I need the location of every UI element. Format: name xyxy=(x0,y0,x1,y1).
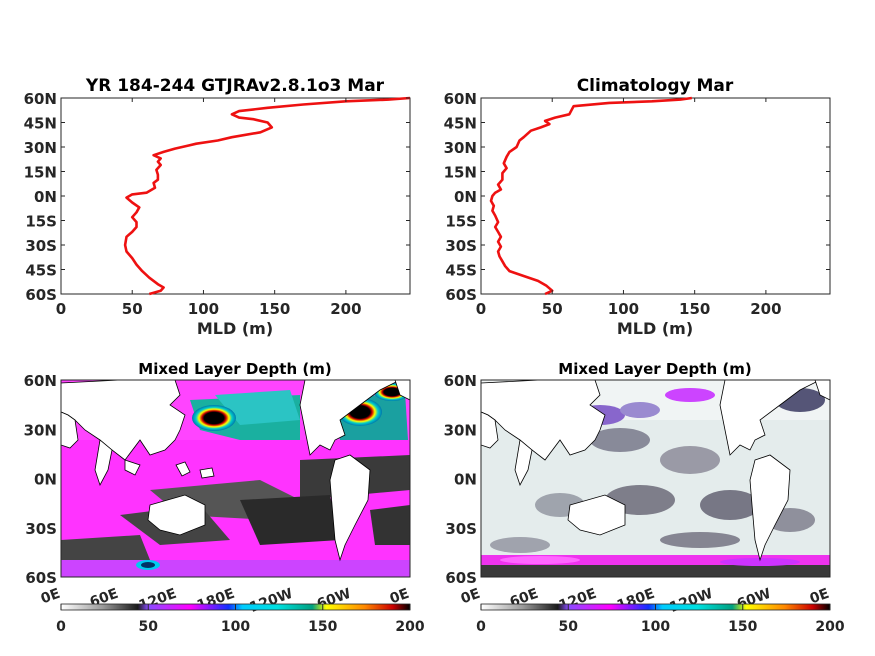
lon-tick-label: 0E xyxy=(459,586,483,608)
y-tick-label: 15S xyxy=(445,213,477,231)
map-title: Mixed Layer Depth (m) xyxy=(138,360,331,378)
y-tick-label: 30S xyxy=(25,237,57,255)
x-axis-label: MLD (m) xyxy=(197,319,273,338)
colorbar-tick-label: 50 xyxy=(559,619,579,635)
mld-profile-line xyxy=(489,96,692,296)
profile-line-group xyxy=(123,96,411,296)
colorbar-tick-label: 50 xyxy=(139,619,159,635)
map-title: Mixed Layer Depth (m) xyxy=(558,360,751,378)
y-tick-label: 15S xyxy=(25,213,57,231)
colorbar-ticks: 0 50 100 150 200 xyxy=(476,604,845,635)
lon-tick-label: 120W xyxy=(668,586,715,616)
y-tick-label: 15N xyxy=(24,164,57,182)
lat-tick-label: 30S xyxy=(445,520,477,538)
lat-tick-label: 0N xyxy=(34,471,57,489)
x-tick-label: 0 xyxy=(476,300,486,318)
land-masses xyxy=(480,379,831,562)
colorbar-tick-label: 100 xyxy=(641,619,670,635)
y-tick-label: 45S xyxy=(445,262,477,280)
x-tick-label: 200 xyxy=(330,300,361,318)
y-ticks: 60N 45N 30N 15N 0N 15S 30S 45S 60S xyxy=(24,90,410,304)
colorbar-tick-label: 100 xyxy=(221,619,250,635)
plot-area xyxy=(60,97,411,295)
mld-map-model: Mixed Layer Depth (m) xyxy=(24,360,425,635)
x-ticks: 0 50 100 150 200 xyxy=(476,98,782,318)
chart-title: YR 184-244 GTJRAv2.8.1o3 Mar xyxy=(85,76,385,96)
colorbar-ticks: 0 50 100 150 200 xyxy=(56,604,425,635)
y-tick-label: 0N xyxy=(454,188,477,206)
lon-tick-label: 0E xyxy=(388,586,412,608)
x-ticks: 0 50 100 150 200 xyxy=(56,98,362,318)
x-tick-label: 0 xyxy=(56,300,66,318)
x-tick-label: 50 xyxy=(122,300,143,318)
y-tick-label: 45N xyxy=(24,115,57,133)
mld-profile-line xyxy=(123,96,411,296)
x-tick-label: 150 xyxy=(679,300,710,318)
lat-tick-label: 30N xyxy=(444,421,477,439)
colorbar-tick-label: 150 xyxy=(308,619,337,635)
profile-line-group xyxy=(489,96,692,296)
y-ticks: 60N 45N 30N 15N 0N 15S 30S 45S 60S xyxy=(444,90,830,304)
y-tick-label: 30N xyxy=(24,139,57,157)
y-tick-label: 60S xyxy=(445,286,477,304)
colorbar-tick-label: 0 xyxy=(56,619,66,635)
lat-tick-label: 60N xyxy=(24,372,57,390)
y-tick-label: 45S xyxy=(25,262,57,280)
x-tick-label: 50 xyxy=(542,300,563,318)
x-tick-label: 100 xyxy=(188,300,219,318)
colorbar-tick-label: 150 xyxy=(728,619,757,635)
y-tick-label: 45N xyxy=(444,115,477,133)
plot-area xyxy=(480,97,831,295)
colorbar: 0 50 100 150 200 xyxy=(476,603,845,635)
lon-tick-label: 120W xyxy=(248,586,295,616)
x-tick-label: 200 xyxy=(750,300,781,318)
colorbar-tick-label: 0 xyxy=(476,619,486,635)
profile-panel-climatology: Climatology Mar 60N45N30N15N0N15S30S45S6… xyxy=(444,76,831,338)
lat-tick-label: 0N xyxy=(454,471,477,489)
y-tick-label: 0N xyxy=(34,188,57,206)
lat-tick-label: 60S xyxy=(25,569,57,587)
lat-tick-label: 30S xyxy=(25,520,57,538)
x-axis-label: MLD (m) xyxy=(617,319,693,338)
y-tick-label: 60N xyxy=(24,90,57,108)
lat-tick-label: 60S xyxy=(445,569,477,587)
lon-tick-label: 0E xyxy=(808,586,832,608)
map-frame xyxy=(480,379,831,578)
y-tick-label: 15N xyxy=(444,164,477,182)
chart-title: Climatology Mar xyxy=(577,76,734,96)
mld-map-climatology: Mixed Layer Depth (m) xyxy=(444,360,845,635)
colorbar-tick-label: 200 xyxy=(395,619,424,635)
profile-panel-model: YR 184-244 GTJRAv2.8.1o3 Mar 60N 45N 30N 15… xyxy=(24,76,411,338)
y-tick-label: 60S xyxy=(25,286,57,304)
y-ticks: 60N 30N 0N 30S 60S xyxy=(444,372,831,587)
y-ticks: 60N 30N 0N 30S 60S xyxy=(24,372,411,587)
colorbar-tick-label: 200 xyxy=(815,619,844,635)
lon-tick-label: 0E xyxy=(39,586,63,608)
y-tick-label: 30S xyxy=(445,237,477,255)
x-tick-label: 150 xyxy=(259,300,290,318)
x-ticks: 0E 60E 120E 180E 120W 60W 0E xyxy=(459,586,832,616)
lat-tick-label: 60N xyxy=(444,372,477,390)
map-frame xyxy=(60,379,411,578)
x-ticks: 0E 60E 120E 180E 120W 60W 0E xyxy=(39,586,412,616)
x-tick-label: 100 xyxy=(608,300,639,318)
colorbar: 0 50 100 150 200 xyxy=(56,603,425,635)
lat-tick-label: 30N xyxy=(24,421,57,439)
y-tick-label: 30N xyxy=(444,139,477,157)
y-tick-label: 60N xyxy=(444,90,477,108)
